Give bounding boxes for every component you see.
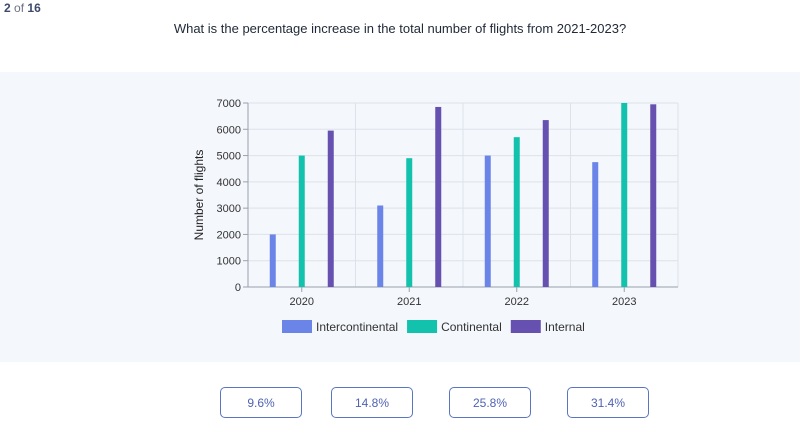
y-tick-label: 7000 — [217, 98, 241, 110]
bar-internal-2023 — [650, 104, 657, 287]
bar-internal-2022 — [542, 120, 549, 287]
question-text: What is the percentage increase in the t… — [173, 21, 627, 36]
y-tick-label: 4000 — [217, 177, 241, 189]
y-tick-label: 1000 — [217, 256, 241, 268]
bar-continental-2021 — [406, 158, 413, 287]
y-tick-label: 5000 — [217, 151, 241, 163]
y-axis-title: Number of flights — [192, 150, 206, 241]
answer-option-2[interactable]: 14.8% — [331, 387, 413, 418]
bar-continental-2022 — [513, 137, 520, 287]
legend-label-internal: Internal — [545, 320, 585, 334]
y-tick-label: 6000 — [217, 124, 241, 136]
answer-options: 9.6% 14.8% 25.8% 31.4% — [0, 387, 800, 420]
bar-intercontinental-2020 — [269, 234, 276, 287]
x-tick-label: 2023 — [612, 296, 636, 308]
x-tick-label: 2021 — [397, 296, 421, 308]
answer-option-1[interactable]: 9.6% — [220, 387, 302, 418]
answer-option-3[interactable]: 25.8% — [449, 387, 531, 418]
answer-option-4[interactable]: 31.4% — [567, 387, 649, 418]
y-tick-label: 2000 — [217, 229, 241, 241]
y-tick-label: 3000 — [217, 203, 241, 215]
progress-of: of — [14, 1, 25, 15]
legend-label-continental: Continental — [441, 320, 502, 334]
bar-continental-2020 — [298, 155, 305, 287]
bar-intercontinental-2023 — [592, 162, 599, 287]
legend-swatch-internal — [510, 320, 541, 333]
bar-internal-2021 — [435, 106, 442, 287]
bar-intercontinental-2021 — [377, 205, 384, 287]
x-tick-label: 2020 — [290, 296, 314, 308]
progress-total: 16 — [27, 1, 41, 15]
bar-internal-2020 — [327, 130, 334, 287]
question-progress: 2 of 16 — [4, 1, 41, 15]
legend-swatch-continental — [407, 320, 438, 333]
progress-current: 2 — [4, 1, 11, 15]
bar-chart: 0 1000 2000 3000 4000 5000 6000 7000 2020 2021 202… — [192, 98, 679, 334]
bar-continental-2023 — [621, 103, 628, 287]
legend-swatch-intercontinental — [282, 320, 312, 333]
x-tick-label: 2022 — [505, 296, 529, 308]
chart-panel: 0 1000 2000 3000 4000 5000 6000 7000 2020 2021 202… — [0, 72, 800, 362]
y-tick-label: 0 — [235, 282, 241, 294]
bar-intercontinental-2022 — [484, 155, 491, 287]
legend-label-intercontinental: Intercontinental — [316, 320, 398, 334]
